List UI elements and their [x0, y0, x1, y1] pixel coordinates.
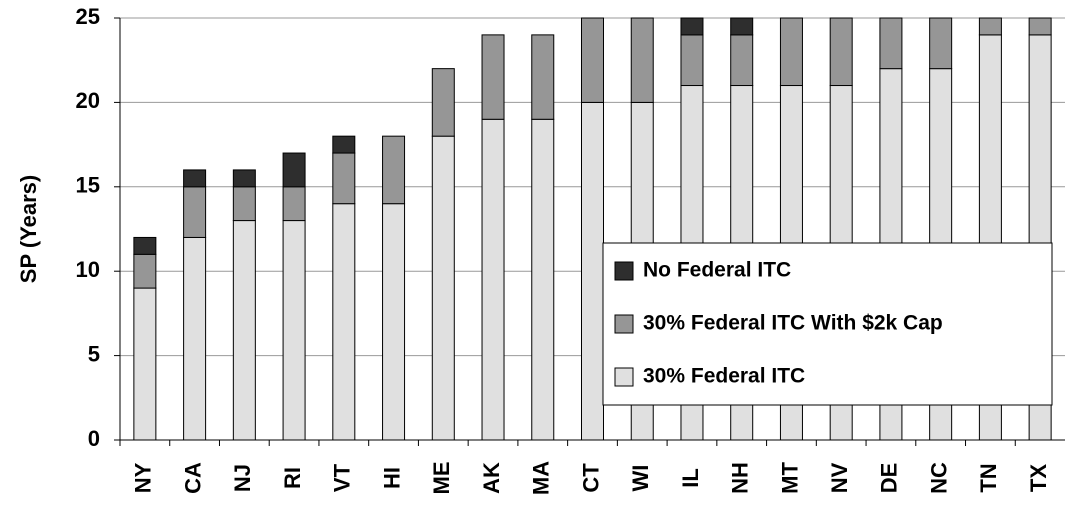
- bar-segment: [232, 220, 256, 441]
- x-tick-label: HI: [379, 467, 404, 489]
- bar-segment: [332, 203, 356, 441]
- y-tick-label: 10: [76, 257, 100, 282]
- x-tick-label: NC: [926, 462, 951, 494]
- bar-segment: [531, 34, 555, 120]
- bar-segment: [332, 135, 356, 154]
- y-tick-label: 5: [88, 341, 100, 366]
- x-tick-label: ME: [429, 462, 454, 495]
- bar-segment: [779, 17, 803, 87]
- x-tick-label: TX: [1026, 464, 1051, 492]
- x-tick-label: MA: [529, 461, 554, 495]
- x-tick-label: IL: [678, 468, 703, 488]
- bar-segment: [232, 186, 256, 222]
- legend-label: 30% Federal ITC With $2k Cap: [643, 312, 943, 335]
- x-tick-label: RI: [280, 467, 305, 489]
- x-tick-label: NH: [728, 462, 753, 494]
- bar-segment: [829, 17, 853, 87]
- x-tick-label: TN: [976, 463, 1001, 492]
- legend-box: [602, 242, 1053, 406]
- y-tick-label: 15: [76, 173, 100, 198]
- legend-swatch: [614, 367, 634, 387]
- x-tick-label: DE: [877, 463, 902, 494]
- y-axis-label: SP (Years): [16, 175, 41, 283]
- x-tick-label: VT: [330, 463, 355, 492]
- x-tick-label: NJ: [230, 464, 255, 492]
- bar-segment: [431, 135, 455, 441]
- bar-segment: [382, 135, 406, 205]
- bar-segment: [232, 169, 256, 188]
- x-tick-label: NV: [827, 462, 852, 493]
- bar-segment: [1028, 17, 1052, 36]
- bar-segment: [133, 236, 157, 255]
- legend-swatch: [614, 314, 634, 334]
- y-tick-label: 20: [76, 88, 100, 113]
- bar-segment: [630, 17, 654, 103]
- bar-segment: [282, 220, 306, 441]
- bar-segment: [183, 236, 207, 441]
- x-tick-label: WI: [628, 465, 653, 492]
- x-tick-label: AK: [479, 462, 504, 494]
- bar-segment: [183, 186, 207, 238]
- legend-swatch: [614, 261, 634, 281]
- bar-segment: [382, 203, 406, 441]
- bar-segment: [929, 17, 953, 70]
- x-tick-label: NY: [131, 462, 156, 493]
- bar-segment: [431, 68, 455, 137]
- legend-label: No Federal ITC: [643, 259, 791, 282]
- legend-label: 30% Federal ITC: [643, 365, 805, 388]
- bar-segment: [282, 152, 306, 188]
- bar-segment: [133, 253, 157, 289]
- x-tick-label: MT: [777, 462, 802, 494]
- y-tick-label: 25: [76, 4, 100, 29]
- bar-segment: [183, 169, 207, 188]
- bar-segment: [680, 34, 704, 87]
- bar-segment: [481, 118, 505, 441]
- bar-segment: [531, 118, 555, 441]
- bar-segment: [481, 34, 505, 120]
- bar-segment: [332, 152, 356, 205]
- bar-segment: [680, 17, 704, 36]
- bar-segment: [730, 17, 754, 36]
- bar-segment: [581, 101, 604, 441]
- bar-segment: [133, 287, 157, 441]
- bar-segment: [879, 17, 903, 70]
- bar-segment: [730, 34, 754, 87]
- x-tick-label: CA: [180, 462, 205, 494]
- bar-segment: [581, 17, 604, 103]
- bar-segment: [282, 186, 306, 222]
- x-tick-label: CT: [578, 463, 603, 493]
- y-tick-label: 0: [88, 426, 100, 451]
- bar-segment: [978, 17, 1002, 36]
